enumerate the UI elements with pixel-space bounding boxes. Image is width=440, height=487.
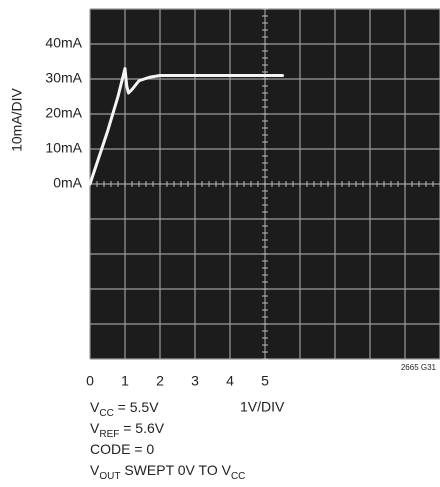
x-tick-label: 3: [191, 373, 199, 389]
y-tick-label: 10mA: [45, 140, 82, 156]
x-axis-label: 1V/DIV: [240, 399, 285, 415]
trace: [88, 67, 284, 186]
figure-id: 2665 G31: [401, 363, 437, 372]
annotation-part: V: [90, 399, 100, 415]
y-tick-label: 20mA: [45, 105, 82, 121]
x-tick-label: 0: [86, 373, 94, 389]
y-axis-label: 10mA/DIV: [9, 87, 25, 151]
annotation-part: REF: [99, 429, 119, 440]
annotation-part: CODE = 0: [90, 441, 154, 457]
annotation-part: CC: [231, 471, 245, 482]
annotation-part: OUT: [99, 471, 120, 482]
annotation-part: CC: [99, 408, 113, 419]
annotation: VREF = 5.6V: [90, 420, 165, 440]
annotation-part: = 5.6V: [119, 420, 164, 436]
annotation: VOUT SWEPT 0V TO VCC: [90, 462, 245, 482]
annotation-part: SWEPT 0V TO V: [120, 462, 231, 478]
annotation: CODE = 0: [90, 441, 154, 457]
annotation-part: = 5.5V: [114, 399, 159, 415]
x-tick-label: 1: [121, 373, 129, 389]
annotation-part: V: [90, 420, 100, 436]
annotation: VCC = 5.5V: [90, 399, 159, 419]
y-tick-label: 0mA: [53, 175, 82, 191]
x-tick-label: 2: [156, 373, 164, 389]
y-tick-label: 40mA: [45, 35, 82, 51]
x-tick-label: 4: [226, 373, 234, 389]
annotation-part: V: [90, 462, 100, 478]
x-tick-label: 5: [261, 373, 269, 389]
y-tick-label: 30mA: [45, 70, 82, 86]
